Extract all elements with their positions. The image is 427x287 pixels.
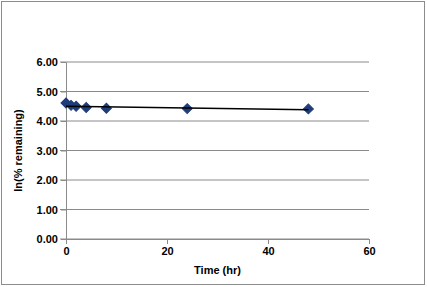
grid-line xyxy=(60,209,369,210)
x-tick: 60 xyxy=(363,239,375,257)
y-tick: 5.00 xyxy=(37,86,66,98)
y-tick-label: 2.00 xyxy=(37,174,58,186)
x-tick-label: 40 xyxy=(262,245,274,257)
x-tick-label: 20 xyxy=(161,245,173,257)
data-point xyxy=(303,104,313,114)
y-tick: 3.00 xyxy=(37,145,66,157)
y-tick-label: 4.00 xyxy=(37,115,58,127)
y-tick-label: 5.00 xyxy=(37,86,58,98)
y-tick: 4.00 xyxy=(37,115,66,127)
grid xyxy=(60,62,369,239)
marks xyxy=(61,98,313,114)
x-tick-mark xyxy=(66,239,67,244)
x-tick-label: 0 xyxy=(63,245,69,257)
y-axis: 0.00 1.00 2.00 3.00 4.00 5.00 6.00 xyxy=(37,56,67,245)
x-tick-mark xyxy=(268,239,269,244)
y-tick-label: 6.00 xyxy=(37,56,58,68)
y-tick-mark xyxy=(61,210,66,211)
data-point xyxy=(101,103,111,113)
grid-line xyxy=(60,150,369,151)
x-tick-label: 60 xyxy=(363,245,375,257)
chart-border xyxy=(2,2,425,285)
y-tick-label: 1.00 xyxy=(37,204,58,216)
y-tick-mark xyxy=(61,92,66,93)
y-tick-label: 3.00 xyxy=(37,145,58,157)
y-tick: 1.00 xyxy=(37,204,66,216)
x-tick-mark xyxy=(369,239,370,244)
x-axis-title: Time (hr) xyxy=(194,264,241,276)
data-point xyxy=(81,102,91,112)
x-tick: 0 xyxy=(63,239,69,257)
plot: 0.00 1.00 2.00 3.00 4.00 5.00 6.00 0 20 40 60 xyxy=(37,56,376,257)
y-axis-title: ln(% remaining) xyxy=(12,109,24,192)
grid-line xyxy=(60,121,369,122)
y-tick-mark xyxy=(61,121,66,122)
x-tick-mark xyxy=(167,239,168,244)
y-tick-mark xyxy=(61,62,66,63)
trend-line xyxy=(66,106,308,110)
grid-line xyxy=(60,180,369,181)
y-tick-mark xyxy=(61,180,66,181)
y-axis-line xyxy=(61,63,67,240)
x-tick: 40 xyxy=(262,239,274,257)
x-tick: 20 xyxy=(161,239,173,257)
x-axis-line xyxy=(67,240,370,245)
grid-line xyxy=(60,62,369,63)
y-tick: 2.00 xyxy=(37,174,66,186)
x-axis: 0 20 40 60 xyxy=(63,239,375,257)
y-tick-mark xyxy=(61,239,66,240)
y-tick: 0.00 xyxy=(37,233,66,245)
grid-line xyxy=(60,91,369,92)
y-tick: 6.00 xyxy=(37,56,66,68)
chart: 0.00 1.00 2.00 3.00 4.00 5.00 6.00 0 20 40 60 Time … xyxy=(0,0,427,287)
y-tick-label: 0.00 xyxy=(37,233,58,245)
y-tick-mark xyxy=(61,151,66,152)
